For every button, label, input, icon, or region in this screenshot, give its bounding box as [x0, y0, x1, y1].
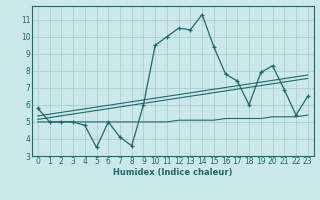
X-axis label: Humidex (Indice chaleur): Humidex (Indice chaleur): [113, 168, 233, 177]
